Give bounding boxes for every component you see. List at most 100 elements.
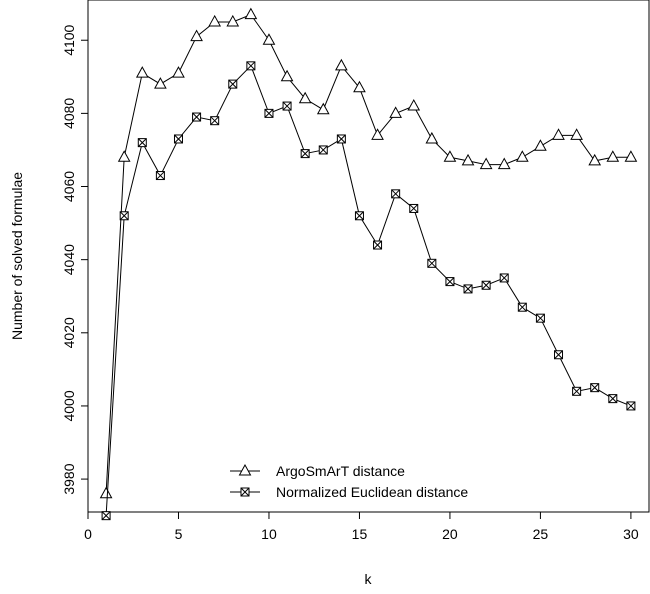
triangle-icon: [244, 7, 258, 20]
triangle-icon: [588, 153, 602, 166]
triangle-icon: [135, 66, 149, 78]
data-point: [445, 277, 455, 287]
crossed-square-icon: [517, 302, 527, 312]
triangle-icon: [461, 153, 475, 166]
triangle-icon: [298, 91, 312, 104]
triangle-icon: [407, 99, 421, 111]
x-tick-label: 30: [623, 526, 639, 542]
crossed-square-icon: [499, 273, 509, 283]
x-axis: 0 5 10 15 20 25 30: [84, 512, 639, 542]
crossed-square-icon: [318, 145, 328, 155]
y-tick-label: 4000: [61, 390, 77, 421]
triangle-icon: [226, 14, 240, 27]
triangle-icon: [534, 139, 547, 151]
crossed-square-icon: [463, 284, 473, 294]
x-tick-label: 25: [533, 526, 549, 542]
data-point: [588, 153, 602, 166]
triangle-icon: [316, 102, 330, 115]
crossed-square-icon: [300, 149, 310, 159]
y-tick-label: 3980: [61, 463, 77, 494]
data-point: [172, 66, 185, 78]
crossed-square-icon: [481, 280, 491, 290]
data-point: [262, 33, 276, 45]
data-point: [409, 203, 419, 213]
triangle-icon: [389, 106, 402, 118]
crossed-square-icon: [137, 138, 147, 148]
data-point: [389, 106, 402, 118]
series-line: [105, 14, 631, 494]
crossed-square-icon: [210, 116, 220, 126]
data-point: [554, 350, 564, 360]
data-point: [318, 145, 328, 155]
x-axis-label: k: [365, 571, 373, 587]
crossed-square-icon: [264, 108, 274, 118]
triangle-icon: [208, 14, 222, 27]
series-2: [101, 61, 636, 521]
crossed-square-icon: [101, 511, 111, 521]
data-point: [282, 101, 292, 111]
data-point: [99, 486, 113, 499]
crossed-square-icon: [240, 487, 250, 497]
data-point: [515, 150, 529, 162]
data-point: [280, 69, 294, 82]
triangle-icon: [552, 128, 565, 140]
data-point: [336, 134, 346, 144]
triangle-icon: [479, 157, 493, 170]
data-point: [606, 150, 620, 162]
data-point: [570, 128, 583, 140]
data-point: [101, 511, 111, 521]
triangle-icon: [117, 150, 131, 162]
data-point: [354, 211, 364, 221]
triangle-icon: [515, 150, 529, 162]
data-point: [425, 131, 439, 144]
data-point: [173, 134, 183, 144]
data-point: [407, 99, 421, 111]
legend: ArgoSmArT distance Normalized Euclidean d…: [230, 463, 468, 500]
data-point: [463, 284, 473, 294]
series-layer: [99, 7, 638, 521]
data-point: [535, 313, 545, 323]
crossed-square-icon: [554, 350, 564, 360]
crossed-square-icon: [373, 240, 383, 250]
data-point: [154, 77, 167, 89]
crossed-square-icon: [192, 112, 202, 122]
legend-item: ArgoSmArT distance: [230, 463, 405, 479]
y-tick-label: 4040: [61, 244, 77, 275]
data-point: [316, 102, 330, 115]
y-axis-label: Number of solved formulae: [9, 172, 25, 340]
series-1: [99, 7, 638, 499]
y-axis: 3980 4000 4020 4040 4060 4080 4100: [61, 24, 88, 495]
data-point: [371, 128, 384, 140]
data-point: [499, 273, 509, 283]
data-point: [300, 149, 310, 159]
triangle-icon: [624, 150, 638, 162]
triangle-icon: [606, 150, 620, 162]
data-point: [135, 66, 149, 78]
y-tick-label: 4060: [61, 171, 77, 202]
triangle-icon: [280, 69, 294, 82]
triangle-icon: [497, 157, 511, 170]
crossed-square-icon: [427, 258, 437, 268]
crossed-square-icon: [173, 134, 183, 144]
crossed-square-icon: [354, 211, 364, 221]
triangle-icon: [443, 150, 457, 162]
crossed-square-icon: [391, 189, 401, 199]
data-point: [552, 128, 565, 140]
crossed-square-icon: [155, 171, 165, 181]
crossed-square-icon: [409, 203, 419, 213]
triangle-icon: [262, 33, 276, 45]
triangle-icon: [353, 80, 366, 93]
data-point: [572, 386, 582, 396]
data-point: [155, 171, 165, 181]
data-point: [190, 29, 203, 42]
series-line: [105, 64, 632, 516]
data-point: [264, 108, 274, 118]
crossed-square-icon: [282, 101, 292, 111]
data-point: [479, 157, 493, 170]
data-point: [117, 150, 131, 162]
data-point: [534, 139, 547, 151]
crossed-square-icon: [228, 79, 238, 89]
data-point: [461, 153, 475, 166]
triangle-icon: [371, 128, 384, 140]
